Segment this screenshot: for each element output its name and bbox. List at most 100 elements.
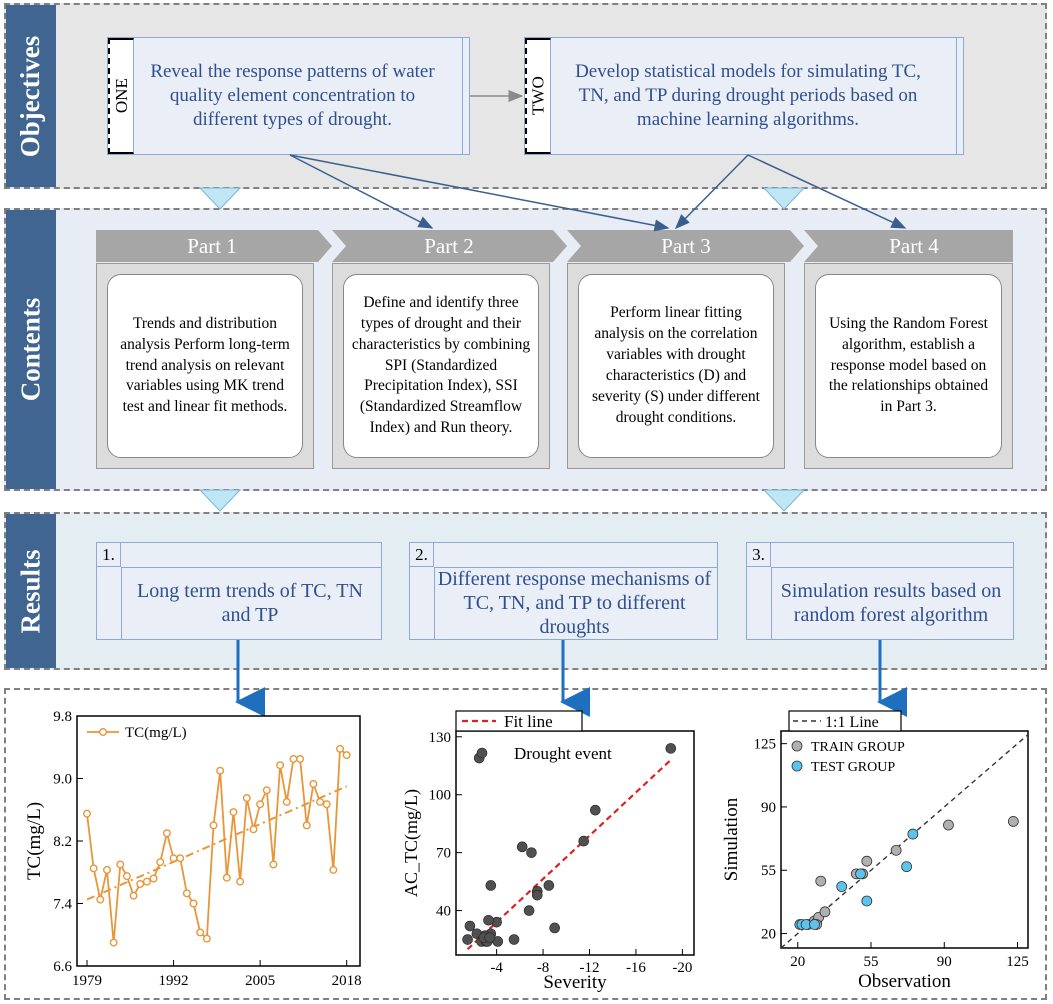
fit-legend-label: Fit line [504, 712, 553, 731]
train-point [861, 855, 873, 867]
part-2-card: Define and identify three types of droug… [343, 274, 539, 458]
objective-one-text: Reveal the response patterns of water qu… [150, 61, 435, 130]
data-point [89, 864, 98, 873]
train-point [815, 875, 827, 887]
x-tick-label: 20 [790, 954, 805, 970]
data-point [462, 934, 473, 945]
x-tick-label: 1979 [72, 973, 102, 989]
data-point [531, 889, 543, 901]
simulation-scatter-chart: 20 55 90 125 20 55 90 125 Observation Simulation 1… [721, 710, 1029, 992]
part-3-card: Perform linear fitting analysis on the c… [578, 274, 774, 458]
x-tick-label: -4 [490, 960, 503, 976]
train-point [890, 844, 902, 856]
y-tick-label: 9.8 [53, 709, 72, 725]
event-legend-label: Drought event [514, 744, 612, 763]
x-tick-label: -16 [626, 960, 646, 976]
data-point [162, 829, 171, 838]
part-2-panel: Define and identify three types of droug… [332, 263, 550, 469]
y-tick-label: 6.6 [53, 959, 72, 975]
x-tick-label: 2018 [332, 973, 362, 989]
data-point [202, 934, 211, 943]
x-tick-label: 2005 [245, 973, 275, 989]
data-point [508, 934, 520, 945]
y-tick-label: 90 [761, 800, 776, 816]
part-3-chevron [567, 230, 804, 262]
train-legend-marker [791, 740, 803, 752]
y-axis-label: Simulation [721, 797, 742, 881]
ref-legend-box [788, 710, 902, 732]
data-point [176, 854, 185, 863]
y-tick-label: 7.4 [53, 897, 72, 913]
test-point [836, 881, 848, 892]
data-point [136, 879, 145, 888]
test-point [809, 919, 820, 930]
contents-tab: Contents [6, 210, 56, 489]
result-3-box: 3. Simulation results based on random fo… [746, 542, 1014, 640]
y-tick-label: 9.0 [53, 772, 72, 788]
x-tick-label: -12 [580, 960, 600, 976]
data-point [156, 858, 165, 867]
result-1-number: 1. [97, 543, 121, 567]
funnel-3 [198, 489, 242, 512]
train-legend-label: TRAIN GROUP [811, 740, 905, 755]
y-tick-label: 20 [761, 927, 776, 943]
result-2-box: 2. Different response mechanisms of TC, … [409, 542, 718, 640]
data-point [182, 889, 191, 898]
train-point [1007, 816, 1019, 827]
test-point [901, 861, 912, 873]
data-point [149, 874, 158, 883]
x-tick-label: -8 [537, 960, 550, 976]
data-point [129, 891, 138, 900]
result-3-number: 3. [747, 543, 771, 567]
part-2-title: Part 2 [424, 233, 474, 258]
x-axis-label: Observation [858, 971, 951, 992]
data-point [216, 766, 225, 775]
y-tick-label: 40 [436, 904, 451, 920]
data-point [484, 932, 495, 943]
x-tick-label: -20 [672, 960, 692, 976]
part-4-title: Part 4 [889, 233, 939, 258]
train-point [819, 906, 831, 918]
contents-label: Contents [15, 297, 46, 402]
data-point [483, 914, 494, 926]
data-point [196, 928, 205, 937]
data-point [222, 873, 231, 882]
part-3-panel: Perform linear fitting analysis on the c… [567, 263, 785, 469]
y-tick-label: 100 [429, 788, 452, 804]
x-tick-label: 90 [937, 954, 952, 970]
funnel-4 [762, 489, 806, 512]
legend-label: TC(mg/L) [125, 725, 187, 741]
severity-scatter-chart: 40 70 100 130 -4 -8 -12 -16 -20 Severity AC_TC(mg/… [401, 710, 695, 993]
data-point [549, 922, 560, 934]
data-point [249, 825, 258, 834]
data-point [342, 751, 351, 760]
tc-trend-chart: 6.6 7.4 8.2 9.0 9.8 1979 1992 2005 2018 TC(mg/L) T… [24, 709, 362, 989]
data-point [296, 754, 305, 763]
part-4-chevron [804, 230, 1013, 262]
y-tick-label: 125 [754, 737, 777, 753]
data-point [242, 794, 251, 803]
data-point [276, 761, 285, 770]
data-point [665, 743, 677, 754]
objectives-tab: Objectives [6, 5, 56, 187]
data-point [590, 804, 601, 816]
objective-two-tag: TWO [525, 38, 551, 154]
y-tick-label: 8.2 [53, 834, 72, 850]
data-point [526, 847, 537, 858]
x-tick-label: 1992 [159, 973, 189, 989]
part-1-title: Part 1 [187, 233, 237, 258]
y-axis-label: AC_TC(mg/L) [401, 789, 422, 897]
data-point [229, 808, 238, 817]
y-axis-label: TC(mg/L) [24, 802, 45, 880]
data-point [189, 899, 198, 908]
result-1-box: 1. Long term trends of TC, TN and TP [96, 542, 382, 640]
data-point [485, 880, 497, 891]
data-point [516, 841, 528, 853]
y-tick-label: 130 [429, 730, 452, 746]
part-2-chevron [332, 230, 567, 262]
data-point [282, 797, 291, 806]
x-axis-label: Severity [543, 972, 607, 993]
data-point [116, 860, 125, 869]
plot-frame [76, 715, 361, 967]
fit-legend-box [455, 710, 583, 732]
